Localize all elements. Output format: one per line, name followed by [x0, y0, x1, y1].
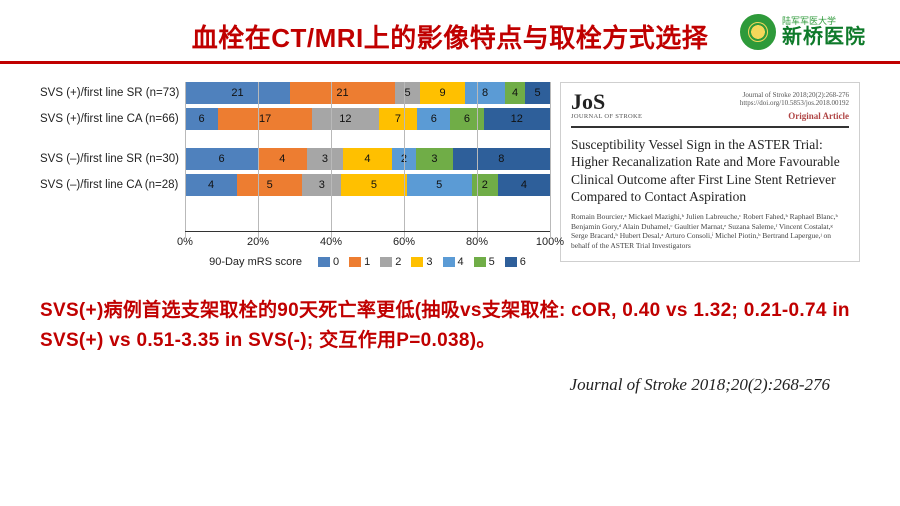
legend-item: 2 [380, 256, 401, 268]
chart-segment: 3 [307, 148, 344, 170]
chart-segment: 4 [343, 148, 392, 170]
chart-axis [185, 231, 550, 232]
hospital-text: 陆军军医大学 新桥医院 [782, 17, 866, 46]
chart-row-label: SVS (–)/first line CA (n=28) [40, 179, 185, 191]
article-title: Susceptibility Vessel Sign in the ASTER … [571, 136, 849, 206]
journal-subtitle: JOURNAL OF STROKE [571, 113, 642, 120]
legend-item: 0 [318, 256, 339, 268]
chart-legend: 90-Day mRS score 0 1 2 3 4 5 6 [185, 256, 550, 268]
legend-swatch [505, 257, 517, 267]
chart-row-label: SVS (–)/first line SR (n=30) [40, 153, 185, 165]
legend-swatch [474, 257, 486, 267]
chart-segment: 3 [302, 174, 341, 196]
chart-segment: 6 [185, 148, 258, 170]
legend-swatch [349, 257, 361, 267]
legend-label: 6 [520, 256, 526, 268]
legend-label: 0 [333, 256, 339, 268]
legend-title: 90-Day mRS score [209, 256, 302, 268]
chart-segment: 6 [417, 108, 450, 130]
citation: Journal of Stroke 2018;20(2):268-276 [40, 375, 860, 395]
hospital-name: 新桥医院 [782, 27, 866, 47]
chart-segment: 12 [312, 108, 378, 130]
journal-meta: Journal of Stroke 2018;20(2):268-276 htt… [740, 91, 849, 122]
chart-column: SVS (+)/first line SR (n=73)212159845SVS… [40, 82, 550, 272]
journal-logo-block: JoS JOURNAL OF STROKE [571, 91, 642, 120]
chart-segment: 3 [416, 148, 453, 170]
chart-row: SVS (+)/first line SR (n=73)212159845 [40, 82, 550, 104]
chart-segment: 5 [237, 174, 302, 196]
chart-segment: 8 [465, 82, 505, 104]
legend-swatch [380, 257, 392, 267]
article-type: Original Article [740, 111, 849, 122]
chart-bar: 4535524 [185, 174, 550, 196]
legend-item: 4 [443, 256, 464, 268]
chart-segment: 2 [472, 174, 498, 196]
journal-meta-line: Journal of Stroke 2018;20(2):268-276 [740, 91, 849, 99]
mrs-stacked-bar-chart: SVS (+)/first line SR (n=73)212159845SVS… [40, 82, 550, 272]
journal-meta-line: https://doi.org/10.5853/jos.2018.00192 [740, 99, 849, 107]
legend-item: 1 [349, 256, 370, 268]
chart-segment: 5 [525, 82, 550, 104]
title-row: 血栓在CT/MRI上的影像特点与取栓方式选择 陆军军医大学 新桥医院 [40, 18, 860, 55]
chart-segment: 8 [453, 148, 550, 170]
chart-row: SVS (–)/first line CA (n=28)4535524 [40, 174, 550, 196]
hospital-badge: 陆军军医大学 新桥医院 [740, 14, 866, 50]
chart-segment: 21 [185, 82, 290, 104]
chart-gridline [550, 82, 551, 238]
journal-abbrev: JoS [571, 91, 642, 113]
legend-label: 3 [426, 256, 432, 268]
chart-segment: 6 [185, 108, 218, 130]
chart-segment: 6 [450, 108, 483, 130]
chart-segment: 5 [407, 174, 472, 196]
chart-segment: 9 [420, 82, 465, 104]
chart-row-label: SVS (+)/first line SR (n=73) [40, 87, 185, 99]
chart-segment: 2 [392, 148, 416, 170]
conclusion-text: SVS(+)病例首选支架取栓的90天死亡率更低(抽吸vs支架取栓: cOR, 0… [40, 296, 860, 357]
chart-tick-label: 20% [247, 236, 269, 248]
chart-bar: 212159845 [185, 82, 550, 104]
article-authors: Romain Bourcier,ᵃ Mickael Mazighi,ᵇ Juli… [571, 212, 849, 251]
chart-tick-label: 40% [320, 236, 342, 248]
content-row: SVS (+)/first line SR (n=73)212159845SVS… [40, 82, 860, 272]
chart-row-label: SVS (+)/first line CA (n=66) [40, 113, 185, 125]
chart-bar: 6434238 [185, 148, 550, 170]
chart-tick-label: 100% [536, 236, 564, 248]
chart-segment: 17 [218, 108, 312, 130]
legend-label: 1 [364, 256, 370, 268]
chart-bar: 6171276612 [185, 108, 550, 130]
chart-tick-label: 60% [393, 236, 415, 248]
article-snippet: JoS JOURNAL OF STROKE Journal of Stroke … [560, 82, 860, 262]
page-title: 血栓在CT/MRI上的影像特点与取栓方式选择 [192, 18, 709, 55]
chart-group-gap [40, 134, 550, 148]
legend-swatch [411, 257, 423, 267]
legend-item: 5 [474, 256, 495, 268]
chart-segment: 12 [484, 108, 550, 130]
legend-label: 2 [395, 256, 401, 268]
chart-segment: 21 [290, 82, 395, 104]
chart-segment: 4 [505, 82, 525, 104]
chart-row: SVS (+)/first line CA (n=66)6171276612 [40, 108, 550, 130]
journal-header: JoS JOURNAL OF STROKE Journal of Stroke … [571, 91, 849, 128]
legend-swatch [443, 257, 455, 267]
chart-segment: 5 [395, 82, 420, 104]
chart-segment: 5 [341, 174, 406, 196]
legend-label: 5 [489, 256, 495, 268]
chart-segment: 4 [258, 148, 307, 170]
hospital-logo-icon [740, 14, 776, 50]
chart-row: SVS (–)/first line SR (n=30)6434238 [40, 148, 550, 170]
title-underline [0, 61, 900, 64]
chart-segment: 7 [379, 108, 418, 130]
legend-item: 6 [505, 256, 526, 268]
slide: 血栓在CT/MRI上的影像特点与取栓方式选择 陆军军医大学 新桥医院 SVS (… [0, 0, 900, 506]
legend-item: 3 [411, 256, 432, 268]
chart-tick-label: 80% [466, 236, 488, 248]
legend-swatch [318, 257, 330, 267]
legend-label: 4 [458, 256, 464, 268]
chart-segment: 4 [185, 174, 237, 196]
chart-tick-label: 0% [177, 236, 193, 248]
chart-segment: 4 [498, 174, 550, 196]
